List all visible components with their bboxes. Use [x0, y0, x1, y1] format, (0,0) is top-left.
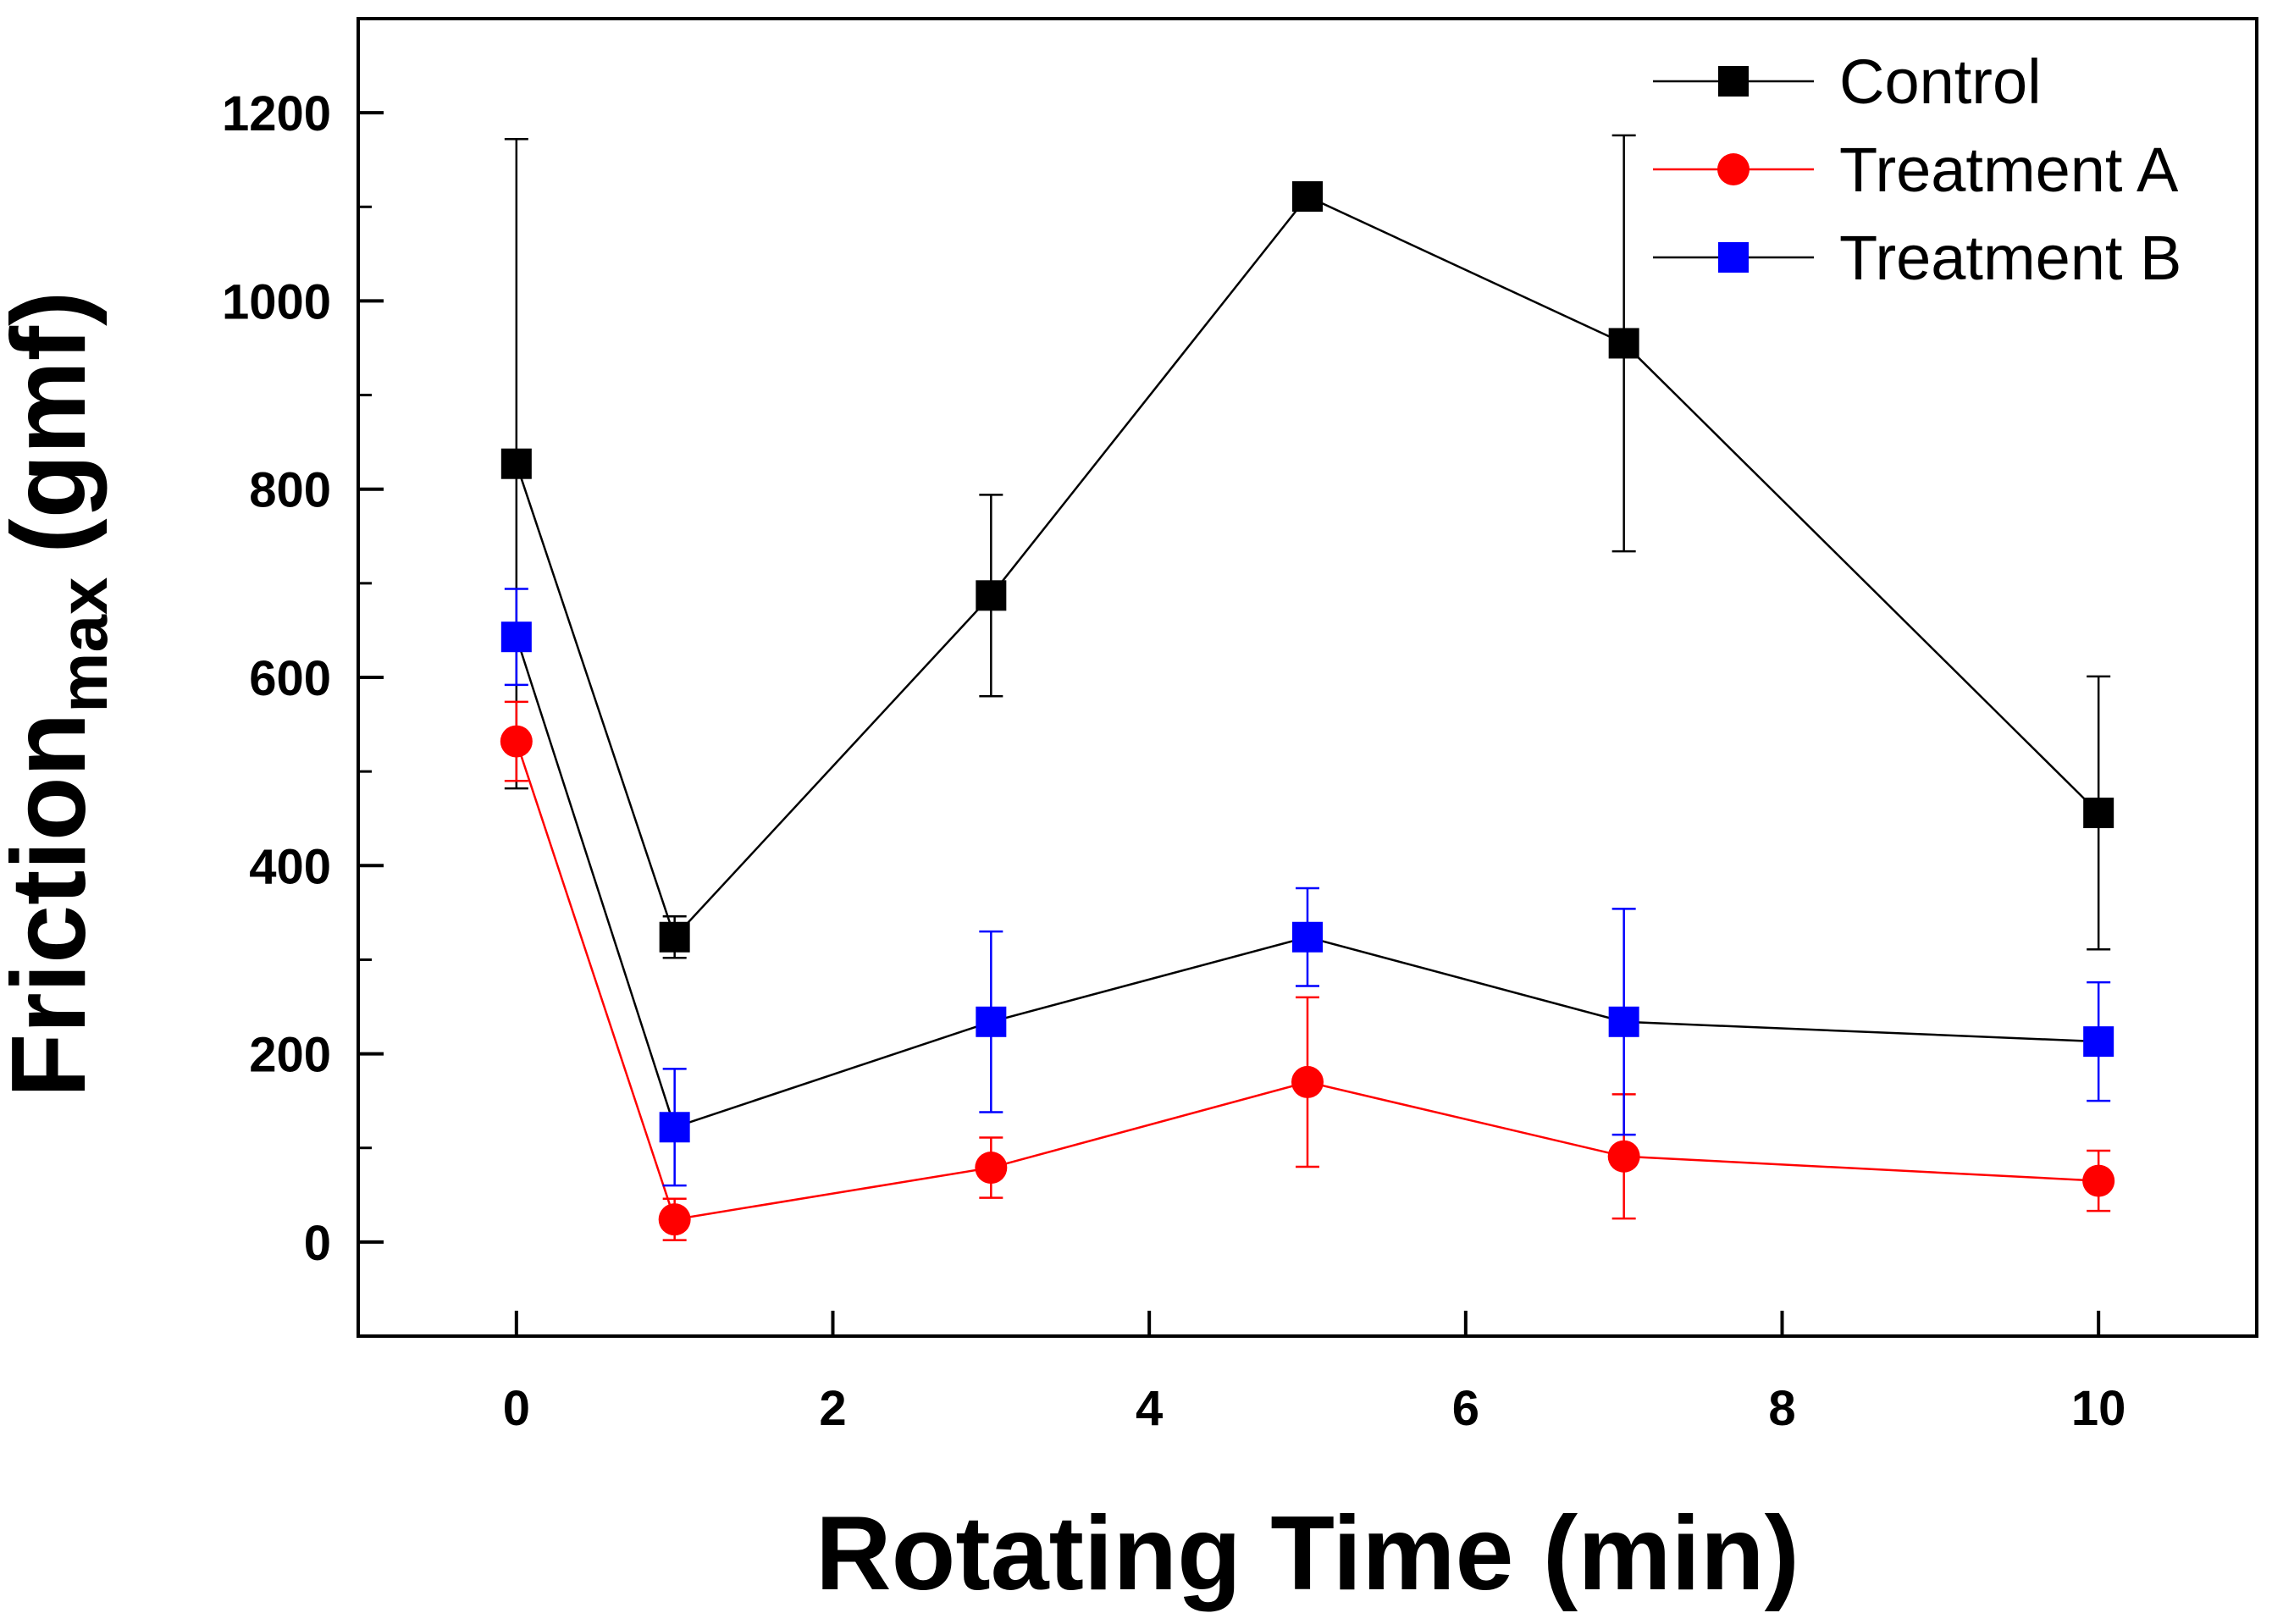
y-axis-title-main: Friction: [0, 713, 108, 1098]
data-point-treatment-b: [2083, 1026, 2114, 1058]
y-axis-title-subscript: max: [46, 577, 121, 713]
data-point-control: [1608, 328, 1639, 359]
data-point-treatment-b: [659, 1112, 690, 1143]
x-axis-title: Rotating Time (min): [815, 1495, 1799, 1612]
legend-item-treatment-b: Treatment B: [1653, 223, 2181, 293]
legend-marker: [1717, 153, 1750, 185]
data-point-control: [976, 580, 1007, 611]
data-point-treatment-b: [500, 621, 532, 653]
y-tick-label: 0: [304, 1216, 331, 1271]
axes: 0 2 4 6 8 10 0 200 400 600 800 1000 1200: [222, 86, 2126, 1436]
y-tick-label: 800: [249, 463, 331, 518]
data-point-control: [1292, 181, 1323, 213]
legend-label: Treatment A: [1839, 135, 2179, 205]
y-tick-label: 600: [249, 651, 331, 706]
legend: Control Treatment A Treatment B: [1653, 47, 2181, 293]
y-tick-label: 200: [249, 1028, 331, 1083]
x-tick-label: 10: [2071, 1381, 2126, 1436]
series-control: [500, 134, 2114, 959]
data-point-treatment-a: [1607, 1140, 1640, 1173]
y-axis-title-unit: (gmf): [0, 291, 108, 554]
plot-marks: [500, 134, 2115, 1241]
data-point-treatment-a: [1291, 1065, 1324, 1098]
data-point-treatment-a: [2082, 1164, 2115, 1197]
y-tick-label: 1000: [222, 274, 331, 329]
legend-marker: [1718, 66, 1749, 97]
data-point-treatment-a: [975, 1152, 1008, 1185]
data-point-treatment-a: [658, 1203, 691, 1236]
legend-item-treatment-a: Treatment A: [1653, 135, 2179, 205]
series-line-treatment-b: [515, 636, 2099, 1129]
legend-label: Control: [1839, 47, 2042, 117]
series-line-control: [515, 195, 2100, 940]
data-point-control: [500, 448, 532, 479]
x-tick-label: 6: [1452, 1381, 1479, 1436]
x-tick-label: 8: [1768, 1381, 1795, 1436]
x-tick-label: 0: [503, 1381, 530, 1436]
data-point-treatment-a: [500, 725, 533, 758]
series-treatment-a: [500, 700, 2115, 1241]
data-point-treatment-b: [1292, 921, 1323, 953]
y-axis-title: Frictionmax (gmf): [0, 291, 121, 1098]
data-point-treatment-b: [976, 1006, 1007, 1037]
y-tick-label: 1200: [222, 86, 331, 141]
legend-marker: [1718, 242, 1749, 273]
x-tick-label: 4: [1136, 1381, 1163, 1436]
series-line-treatment-a: [515, 741, 2099, 1221]
legend-label: Treatment B: [1839, 223, 2181, 293]
y-tick-label: 400: [249, 839, 331, 894]
x-tick-label: 2: [819, 1381, 846, 1436]
series-treatment-b: [500, 588, 2114, 1187]
data-point-control: [2083, 798, 2114, 829]
data-point-treatment-b: [1608, 1006, 1639, 1037]
legend-item-control: Control: [1653, 47, 2042, 117]
data-point-control: [659, 921, 690, 953]
